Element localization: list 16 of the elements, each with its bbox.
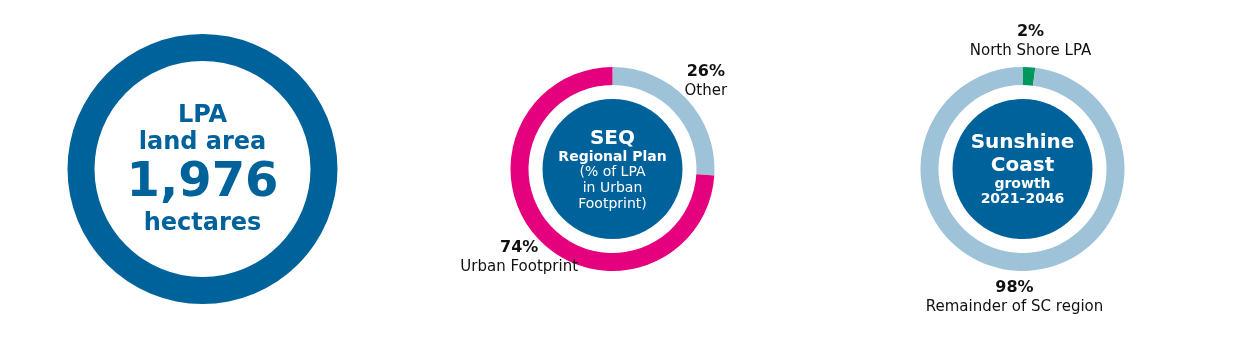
- text: Sunshine Coast: [970, 129, 1075, 176]
- data-label: 26%: [686, 61, 725, 81]
- donut-slice: [920, 67, 1125, 271]
- text: (% of LPA in Urban Footprint): [578, 163, 647, 211]
- data-label: 98%: [995, 276, 1034, 296]
- text: hectares: [143, 207, 262, 236]
- text: growth 2021-2046: [980, 174, 1065, 207]
- data-label: 74%: [500, 236, 539, 256]
- slice-label: Other: [684, 81, 728, 100]
- donut-slice: [1022, 67, 1036, 86]
- slice-label: Urban Footprint: [460, 256, 579, 275]
- slice-label: Remainder of SC region: [925, 296, 1104, 315]
- text: SEQ: [589, 124, 636, 149]
- text: Regional Plan: [558, 147, 667, 164]
- data-label: 2%: [1016, 21, 1045, 41]
- slice-label: North Shore LPA: [969, 41, 1093, 60]
